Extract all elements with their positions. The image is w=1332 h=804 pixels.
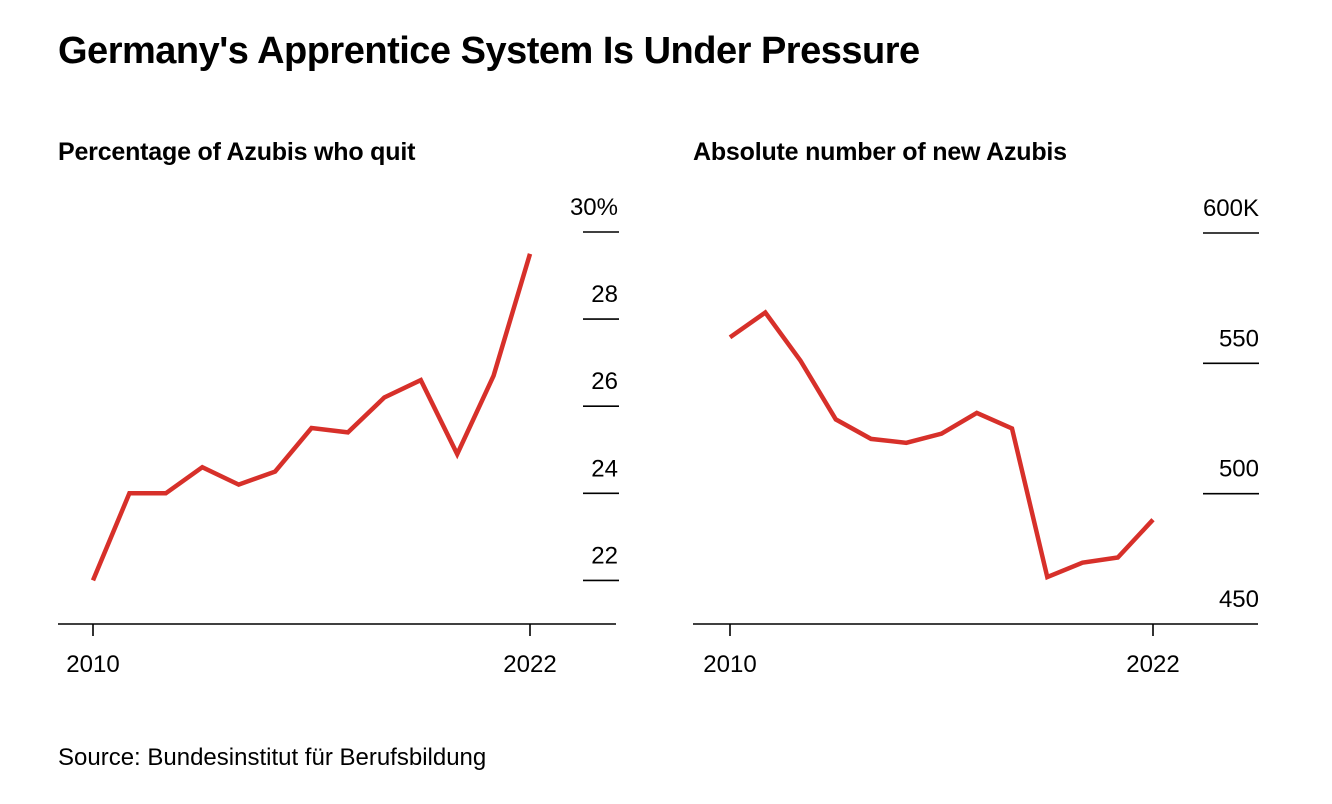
chart-title: Germany's Apprentice System Is Under Pre… — [58, 30, 920, 72]
azubis-y-tick-label: 550 — [1219, 325, 1259, 352]
azubis-y-tick-label: 500 — [1219, 456, 1259, 483]
quit-y-tick-label: 26 — [591, 368, 618, 395]
quit-y-tick-label: 28 — [591, 281, 618, 308]
quit-rate-chart: 22 24 26 28 30% 2010 2022 — [58, 194, 619, 678]
quit-y-tick-label: 30% — [570, 194, 618, 221]
azubis-x-tick-label: 2022 — [1126, 651, 1179, 678]
new-azubis-chart: 450 500 550 600K 2010 2022 — [693, 195, 1259, 678]
azubis-series-line — [728, 309, 1155, 581]
quit-x-tick-label: 2022 — [503, 651, 556, 678]
azubis-y-tick-label: 600K — [1203, 195, 1259, 222]
left-chart-title: Percentage of Azubis who quit — [58, 138, 416, 166]
quit-series-line — [90, 253, 533, 582]
quit-y-tick-label: 24 — [591, 455, 618, 482]
right-chart-title: Absolute number of new Azubis — [693, 138, 1067, 166]
source-note: Source: Bundesinstitut für Berufsbildung — [58, 744, 487, 771]
azubis-y-tick-label: 450 — [1219, 586, 1259, 613]
azubis-x-tick-label: 2010 — [703, 651, 756, 678]
quit-x-tick-label: 2010 — [66, 651, 119, 678]
quit-y-tick-label: 22 — [591, 542, 618, 569]
